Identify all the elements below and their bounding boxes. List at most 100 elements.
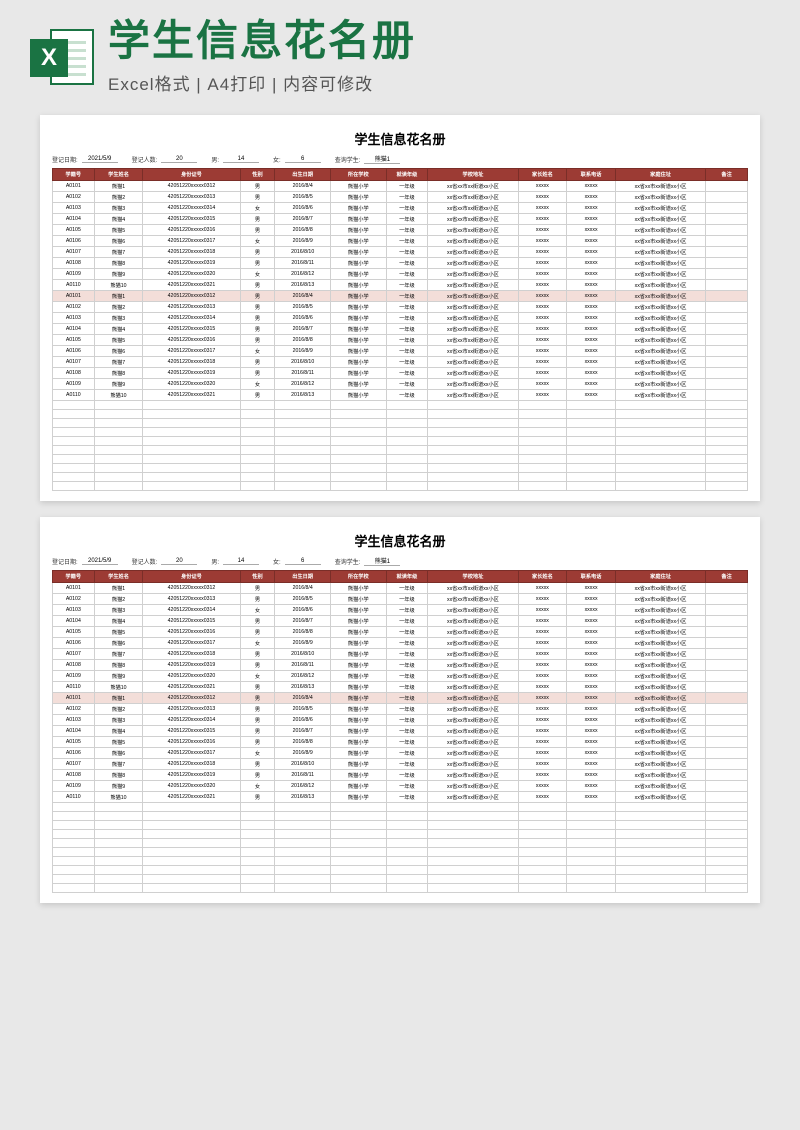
table-cell: 熊猫4 bbox=[94, 726, 143, 737]
table-cell: xxxxx bbox=[518, 737, 567, 748]
table-cell: A0106 bbox=[53, 638, 95, 649]
table-cell bbox=[706, 214, 748, 225]
table-cell: 男 bbox=[240, 313, 275, 324]
table-cell: xx省xx市xx街道xx小区 bbox=[615, 660, 705, 671]
table-cell: 2016/8/9 bbox=[275, 236, 331, 247]
info-value: 2021/5/9 bbox=[82, 156, 118, 163]
table-cell: xxxxx bbox=[567, 379, 616, 390]
table-cell: 42051220xxxxx0318 bbox=[143, 247, 240, 258]
column-header: 联系电话 bbox=[567, 571, 616, 583]
table-row: A0103熊猫342051220xxxxx0314男2016/8/6熊猫小学一年… bbox=[53, 313, 748, 324]
table-cell: 2016/8/10 bbox=[275, 247, 331, 258]
table-row-empty bbox=[53, 839, 748, 848]
table-cell: xx省xx市xx街道xx小区 bbox=[428, 346, 518, 357]
table-cell: xx省xx市xx街道xx小区 bbox=[428, 280, 518, 291]
table-row: A0109熊猫942051220xxxxx0320女2016/8/12熊猫小学一… bbox=[53, 379, 748, 390]
table-cell: xxxxx bbox=[567, 357, 616, 368]
table-cell: xxxxx bbox=[567, 335, 616, 346]
table-cell: 2016/8/9 bbox=[275, 748, 331, 759]
table-cell: A0101 bbox=[53, 583, 95, 594]
table-cell: 熊猫小学 bbox=[330, 781, 386, 792]
info-label: 查询学生: bbox=[335, 557, 361, 566]
table-cell bbox=[706, 759, 748, 770]
table-cell bbox=[706, 682, 748, 693]
table-cell: A0108 bbox=[53, 368, 95, 379]
table-cell: xxxxx bbox=[518, 671, 567, 682]
table-row-empty bbox=[53, 875, 748, 884]
table-cell: 2016/8/11 bbox=[275, 258, 331, 269]
column-header: 学生姓名 bbox=[94, 169, 143, 181]
table-row: A0105熊猫542051220xxxxx0316男2016/8/8熊猫小学一年… bbox=[53, 627, 748, 638]
table-cell: xx省xx市xx街道xx小区 bbox=[615, 181, 705, 192]
table-cell bbox=[706, 313, 748, 324]
table-cell: 男 bbox=[240, 649, 275, 660]
table-cell bbox=[706, 291, 748, 302]
table-cell: 熊猫6 bbox=[94, 638, 143, 649]
table-row: A0102熊猫242051220xxxxx0313男2016/8/5熊猫小学一年… bbox=[53, 594, 748, 605]
table-cell: xx省xx市xx街道xx小区 bbox=[615, 379, 705, 390]
table-cell: A0104 bbox=[53, 616, 95, 627]
table-cell: 2016/8/7 bbox=[275, 726, 331, 737]
table-cell: 2016/8/12 bbox=[275, 671, 331, 682]
table-cell: 一年级 bbox=[386, 759, 428, 770]
table-cell: xxxxx bbox=[518, 357, 567, 368]
table-cell: 男 bbox=[240, 715, 275, 726]
table-row: A0104熊猫442051220xxxxx0315男2016/8/7熊猫小学一年… bbox=[53, 214, 748, 225]
table-cell: 42051220xxxxx0315 bbox=[143, 616, 240, 627]
table-cell bbox=[706, 258, 748, 269]
table-cell: xx省xx市xx街道xx小区 bbox=[615, 302, 705, 313]
table-cell: xx省xx市xx街道xx小区 bbox=[615, 605, 705, 616]
table-cell: 熊猫10 bbox=[94, 682, 143, 693]
info-value: 6 bbox=[285, 558, 321, 565]
table-cell: A0104 bbox=[53, 726, 95, 737]
table-cell: 熊猫小学 bbox=[330, 748, 386, 759]
info-label: 女: bbox=[273, 155, 281, 164]
table-cell: 2016/8/6 bbox=[275, 203, 331, 214]
table-cell: A0109 bbox=[53, 671, 95, 682]
table-cell: 42051220xxxxx0317 bbox=[143, 346, 240, 357]
sheet-title: 学生信息花名册 bbox=[52, 531, 748, 550]
table-cell: xxxxx bbox=[518, 390, 567, 401]
table-cell bbox=[706, 594, 748, 605]
column-header: 就读年级 bbox=[386, 571, 428, 583]
table-cell: 熊猫小学 bbox=[330, 770, 386, 781]
table-cell bbox=[706, 247, 748, 258]
table-cell: xxxxx bbox=[567, 583, 616, 594]
table-cell: 2016/8/11 bbox=[275, 770, 331, 781]
table-cell: xx省xx市xx街道xx小区 bbox=[615, 269, 705, 280]
table-cell: xx省xx市xx街道xx小区 bbox=[428, 324, 518, 335]
table-cell: xx省xx市xx街道xx小区 bbox=[615, 638, 705, 649]
table-cell: 熊猫6 bbox=[94, 346, 143, 357]
table-cell: 42051220xxxxx0321 bbox=[143, 682, 240, 693]
table-cell: xxxxx bbox=[518, 627, 567, 638]
table-cell: 男 bbox=[240, 616, 275, 627]
table-cell: xxxxx bbox=[567, 203, 616, 214]
info-label: 女: bbox=[273, 557, 281, 566]
table-row-empty bbox=[53, 473, 748, 482]
table-cell: 2016/8/5 bbox=[275, 192, 331, 203]
table-cell: 42051220xxxxx0317 bbox=[143, 638, 240, 649]
table-cell: 2016/8/8 bbox=[275, 335, 331, 346]
table-cell: xx省xx市xx街道xx小区 bbox=[615, 781, 705, 792]
table-row: A0107熊猫742051220xxxxx0318男2016/8/10熊猫小学一… bbox=[53, 357, 748, 368]
table-cell: A0110 bbox=[53, 682, 95, 693]
table-cell: xxxxx bbox=[567, 792, 616, 803]
table-cell: 2016/8/7 bbox=[275, 214, 331, 225]
table-cell: 熊猫5 bbox=[94, 627, 143, 638]
table-cell: A0104 bbox=[53, 214, 95, 225]
table-cell: A0110 bbox=[53, 390, 95, 401]
column-header: 出生日期 bbox=[275, 169, 331, 181]
table-cell bbox=[706, 390, 748, 401]
table-cell: 熊猫1 bbox=[94, 583, 143, 594]
table-cell: xxxxx bbox=[518, 181, 567, 192]
table-cell: 女 bbox=[240, 236, 275, 247]
table-cell: xxxxx bbox=[518, 368, 567, 379]
table-cell: 熊猫小学 bbox=[330, 594, 386, 605]
table-cell: xx省xx市xx街道xx小区 bbox=[428, 247, 518, 258]
table-cell: 一年级 bbox=[386, 726, 428, 737]
table-cell: 42051220xxxxx0316 bbox=[143, 335, 240, 346]
table-cell: xxxxx bbox=[518, 313, 567, 324]
table-cell: 熊猫小学 bbox=[330, 368, 386, 379]
table-row-empty bbox=[53, 803, 748, 812]
table-row: A0102熊猫242051220xxxxx0313男2016/8/5熊猫小学一年… bbox=[53, 302, 748, 313]
